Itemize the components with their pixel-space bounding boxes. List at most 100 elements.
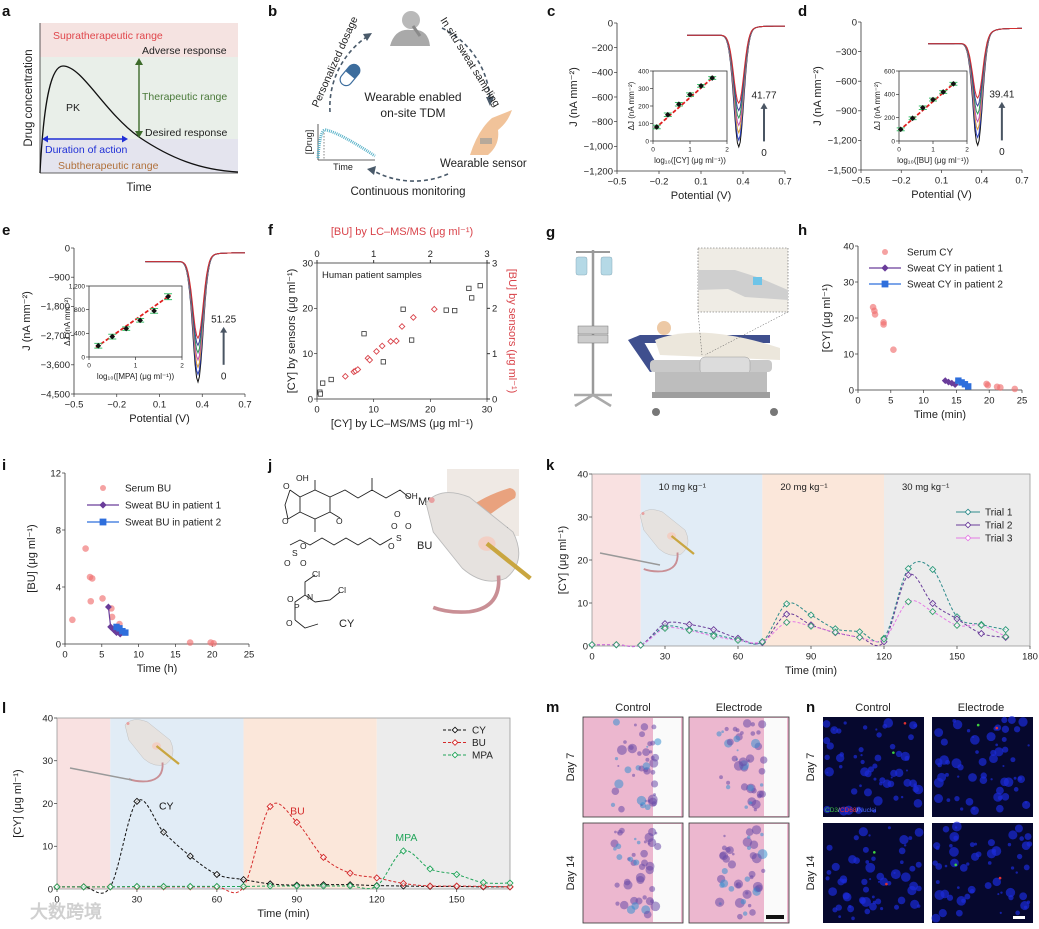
x-tick-label: −0.5 — [65, 400, 84, 411]
right-y-axis-label: [BU] by sensors (μg ml⁻¹) — [506, 269, 518, 394]
x-tick-label: 0.1 — [935, 176, 948, 187]
duration-label: Duration of action — [45, 144, 127, 156]
data-point — [977, 629, 985, 638]
band-label: 20 mg kg⁻¹ — [780, 482, 827, 493]
nuclei-stain — [1001, 716, 1008, 724]
legend-marker — [964, 508, 972, 516]
x-axis-label: log₁₀([CY] (μg ml⁻¹)) — [654, 156, 726, 165]
nuclei-stain — [994, 747, 1004, 757]
nuclei-stain — [991, 846, 1002, 856]
x-tick-label: 0 — [589, 652, 594, 663]
tissue-stain — [750, 722, 755, 727]
nuclei-stain — [967, 885, 976, 894]
rat-illustration — [639, 509, 695, 573]
y-tick-label: 600 — [884, 68, 895, 75]
arrowhead-icon — [363, 33, 372, 41]
bu-data-point — [366, 356, 374, 364]
data-point — [239, 875, 248, 884]
x-tick-label: 15 — [951, 396, 962, 407]
tissue-stain — [749, 909, 756, 916]
tissue-stain — [745, 828, 754, 836]
tissue-stain — [623, 880, 633, 890]
y-tick-label: 1,200 — [69, 283, 86, 290]
nuclei-stain — [996, 786, 1004, 795]
right-y-tick-label: 0 — [492, 394, 497, 405]
y-tick-label: 30 — [577, 512, 588, 523]
data-point — [664, 111, 671, 118]
nuclei-stain — [1017, 775, 1026, 784]
nuclei-stain — [939, 755, 949, 765]
nuclei-stain — [862, 725, 868, 730]
nuclei-stain — [822, 720, 831, 728]
nuclei-stain — [876, 872, 885, 881]
nuclei-stain — [882, 723, 888, 729]
atom-label: O — [300, 541, 307, 551]
data-point — [373, 882, 381, 890]
bu-data-point — [430, 305, 438, 313]
nuclei-stain — [873, 777, 877, 781]
tissue-stain — [627, 856, 634, 862]
atom-label: Cl — [312, 569, 320, 579]
cy-label: CY — [339, 618, 355, 630]
dosage-arrow — [329, 35, 369, 113]
scale-bar — [766, 915, 784, 919]
tissue-stain — [728, 885, 735, 892]
x-tick-label: 5 — [888, 396, 893, 407]
data-point — [122, 629, 129, 636]
nuclei-stain — [1002, 764, 1005, 768]
panel-g: g — [546, 224, 789, 416]
y-tick-label: −2,700 — [41, 331, 70, 342]
y-tick-label: 12 — [50, 468, 61, 479]
tissue-stain — [650, 901, 661, 912]
atom-label: O — [283, 481, 290, 491]
nuclei-stain — [909, 881, 918, 891]
tissue-stain — [651, 724, 657, 730]
x-tick-label: 1 — [134, 363, 138, 370]
legend-marker — [451, 739, 459, 746]
cd68-stain — [903, 721, 907, 725]
nuclei-stain — [880, 907, 884, 911]
tissue-stain — [721, 730, 724, 734]
band-label: 10 mg kg⁻¹ — [659, 482, 706, 493]
top-x-axis-label: [BU] by LC–MS/MS (μg ml⁻¹) — [331, 226, 473, 238]
series-line — [56, 802, 511, 894]
y-tick-label: −4,500 — [41, 389, 70, 400]
tissue-stain — [726, 846, 734, 854]
x-tick-label: 0.4 — [975, 176, 988, 187]
nuclei-stain — [980, 772, 987, 779]
bu-data-point — [341, 372, 349, 380]
y-tick-label: 0 — [48, 884, 53, 895]
nuclei-stain — [861, 897, 872, 907]
concentration-min-label: 0 — [999, 147, 1005, 158]
nuclei-stain — [946, 894, 954, 901]
bu-label: BU — [417, 540, 432, 552]
nuclei-stain — [825, 876, 830, 881]
nuclei-stain — [949, 843, 953, 848]
x-tick-label: 20 — [984, 396, 995, 407]
nuclei-stain — [995, 804, 1004, 813]
x-tick-label: 0.4 — [196, 400, 209, 411]
atom-label: Cl — [338, 585, 346, 595]
legend-label: Trial 3 — [985, 534, 1013, 545]
top-x-tick-label: 1 — [371, 249, 376, 260]
tissue-stain — [751, 853, 762, 864]
top-x-tick-label: 3 — [484, 249, 489, 260]
y-tick-label: 0 — [891, 138, 895, 145]
tissue-stain — [758, 720, 767, 729]
panel-i-chart: 0 5 10 15 20 25 0 4 8 12 Time (h) [BU] (μg ml⁻¹) i Se… — [2, 457, 254, 675]
nuclei-stain — [913, 799, 923, 808]
data-point — [95, 342, 102, 349]
panel-letter: j — [267, 457, 272, 474]
panel-letter: i — [2, 457, 6, 474]
column-label-electrode: Electrode — [958, 702, 1004, 714]
nuclei-stain — [839, 806, 849, 816]
y-axis-label: [BU] (μg ml⁻¹) — [26, 524, 38, 592]
data-point — [506, 879, 514, 887]
atom-label: O — [405, 521, 412, 531]
data-point — [210, 639, 217, 647]
data-point — [588, 641, 596, 649]
nuclei-stain — [864, 908, 871, 915]
x-tick-label: −0.5 — [608, 177, 627, 188]
nuclei-stain — [995, 743, 998, 747]
